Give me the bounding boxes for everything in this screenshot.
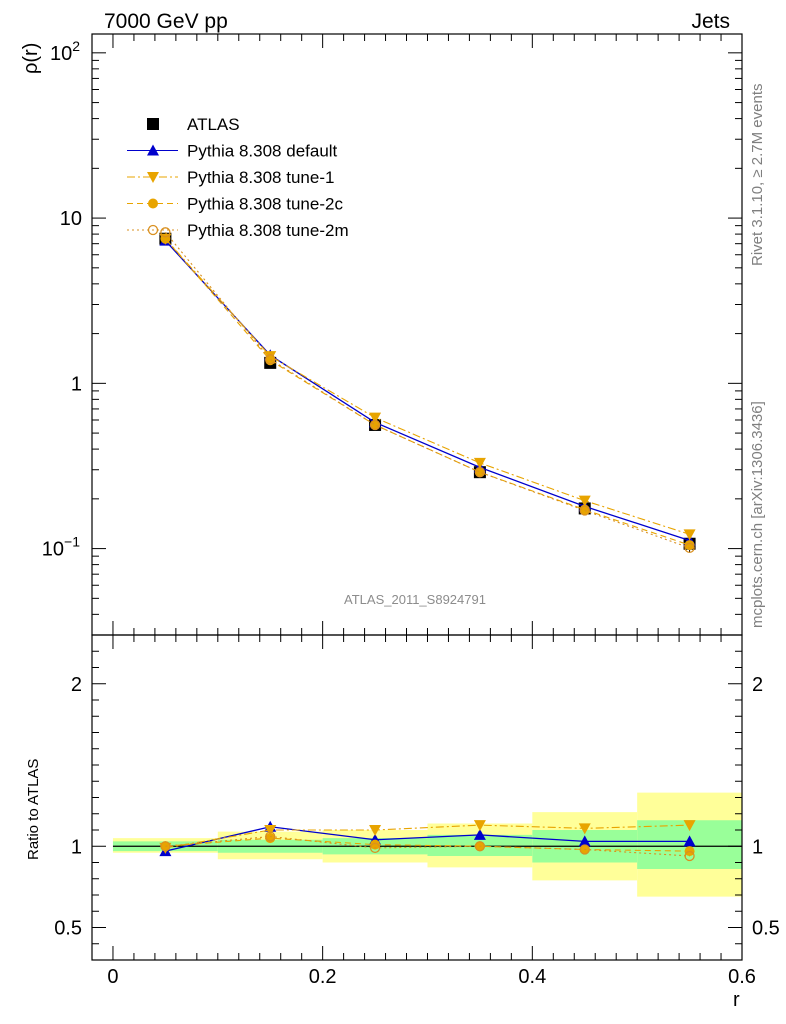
legend-marker xyxy=(147,144,159,156)
legend-label: Pythia 8.308 tune-2c xyxy=(187,195,343,214)
ratio-series-point xyxy=(474,841,486,852)
legend-label: Pythia 8.308 tune-2m xyxy=(187,221,349,240)
rivet-label: Rivet 3.1.10, ≥ 2.7M events xyxy=(749,84,766,267)
main-series-point xyxy=(474,467,485,478)
uncertainty-bands xyxy=(112,792,742,897)
process-title: Jets xyxy=(691,10,730,33)
x-tick-label: 0.4 xyxy=(518,966,546,988)
ratio-series-point xyxy=(264,825,277,836)
main-series-point xyxy=(369,419,381,431)
main-series-point xyxy=(579,505,590,516)
ratio-y-tick-label: 1 xyxy=(71,836,82,858)
ratio-y-tick-label-right: 1 xyxy=(752,836,763,858)
main-series-point xyxy=(265,354,276,365)
ratio-series-point xyxy=(473,828,486,840)
ratio-y-tick-label: 0.5 xyxy=(54,918,82,940)
x-tick-label: 0 xyxy=(107,966,118,988)
ratio-y-tick-label: 2 xyxy=(71,674,82,696)
x-axis-label: r xyxy=(733,989,740,1011)
main-series-point xyxy=(370,419,381,430)
ratio-series-point xyxy=(265,831,276,842)
legend-marker xyxy=(147,224,159,236)
ratio-series-point xyxy=(473,820,486,832)
collision-title: 7000 GeV pp xyxy=(104,10,228,33)
analysis-watermark: ATLAS_2011_S8924791 xyxy=(344,592,486,607)
main-series-point xyxy=(474,467,486,478)
x-tick-label: 0.6 xyxy=(728,966,756,988)
mcplots-label: mcplots.cern.ch [arXiv:1306.3436] xyxy=(749,401,766,628)
main-series-line xyxy=(164,238,690,546)
ratio-y-tick-label-right: 2 xyxy=(752,674,763,696)
main-series-point xyxy=(369,412,382,424)
ratio-series-point xyxy=(160,841,171,852)
main-y-axis-label: ρ(r) xyxy=(20,43,42,74)
ratio-y-tick-label-right: 0.5 xyxy=(752,918,780,940)
y-tick-label: 10 xyxy=(60,208,82,230)
ratio-series-point xyxy=(370,839,381,850)
ratio-series-point xyxy=(578,835,591,847)
main-series-line xyxy=(164,238,690,535)
y-tick-label: 102 xyxy=(50,38,80,65)
main-series-point xyxy=(578,495,591,507)
legend-marker xyxy=(148,198,158,209)
ratio-series-point xyxy=(579,844,590,855)
x-tick-label: 0.2 xyxy=(309,966,337,988)
ratio-series-point xyxy=(684,850,695,862)
legend-marker xyxy=(147,118,159,130)
main-series-line xyxy=(164,231,690,549)
data-series xyxy=(159,227,696,862)
ratio-series-point xyxy=(683,835,696,847)
legend-label: Pythia 8.308 tune-1 xyxy=(187,168,334,187)
main-series-line xyxy=(164,240,690,542)
legend-marker xyxy=(147,172,159,183)
main-series-point xyxy=(473,457,486,469)
ratio-series-line xyxy=(165,826,690,852)
y-tick-label: 1 xyxy=(71,373,82,395)
ratio-series-line xyxy=(165,837,690,852)
ratio-series-point xyxy=(369,842,381,854)
main-series-point xyxy=(684,540,695,551)
legend-label: Pythia 8.308 default xyxy=(187,142,338,161)
legend-label: ATLAS xyxy=(187,115,240,134)
main-series-point xyxy=(684,542,695,554)
main-series-point xyxy=(160,227,171,238)
legend: ATLAS Pythia 8.308 default Pythia 8.308 tu… xyxy=(127,115,349,240)
ratio-series-point xyxy=(578,823,591,835)
ratio-series-point xyxy=(683,820,696,832)
ratio-series-point xyxy=(369,825,382,836)
ratio-y-axis-label: Ratio to ATLAS xyxy=(25,759,42,860)
main-series-point xyxy=(683,529,696,541)
ratio-series-line xyxy=(165,824,690,849)
y-tick-label: 10−1 xyxy=(42,534,80,561)
